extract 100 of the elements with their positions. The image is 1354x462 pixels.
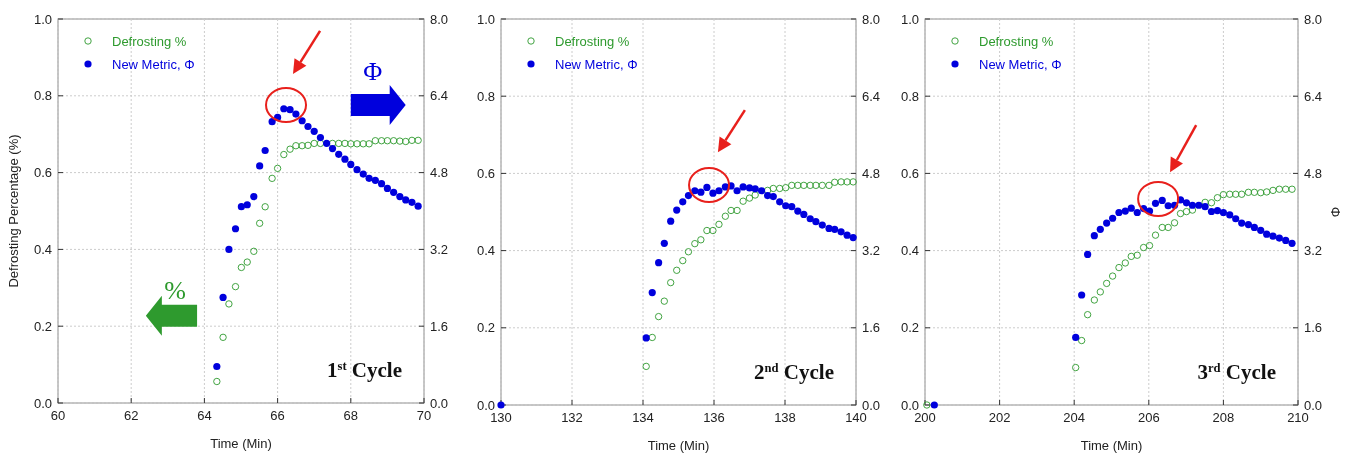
point: [292, 110, 300, 118]
point: [1244, 220, 1252, 229]
y2-tick-label: 4.8: [430, 165, 449, 181]
point: [371, 137, 379, 145]
y2-tick-label: 0.0: [430, 395, 449, 411]
annotation: 3$^{rd}$ Cycle: [1197, 360, 1276, 384]
point: [414, 202, 422, 210]
point: [679, 198, 687, 206]
point: [1108, 272, 1117, 280]
point: [739, 197, 747, 205]
point: [371, 176, 379, 184]
point: [256, 162, 264, 170]
point: [231, 225, 240, 233]
point: [769, 192, 777, 201]
point: [243, 201, 251, 209]
point: [353, 140, 361, 148]
point: [213, 377, 221, 386]
point: [261, 203, 269, 211]
x-axis-title: Time (Min): [1080, 438, 1143, 453]
point: [359, 140, 367, 148]
x-tick-label: 134: [632, 410, 654, 425]
point: [268, 174, 276, 183]
point: [788, 203, 796, 211]
y-tick-label: 0.6: [900, 165, 919, 181]
point: [219, 333, 227, 341]
y-tick-label: 0.0: [900, 397, 919, 413]
point: [1195, 201, 1203, 209]
point: [1121, 207, 1129, 215]
point: [365, 140, 373, 148]
point: [1164, 202, 1172, 210]
point: [304, 141, 312, 149]
point: [396, 193, 404, 201]
point: [243, 258, 251, 266]
y-tick-label: 0.6: [33, 165, 52, 181]
point: [1078, 291, 1086, 299]
point: [1275, 185, 1283, 193]
point: [1207, 207, 1216, 216]
point: [776, 198, 784, 206]
point: [402, 196, 410, 204]
point: [806, 181, 814, 190]
point: [1275, 234, 1283, 242]
point: [930, 401, 938, 409]
point: [1226, 190, 1234, 198]
y-tick-label: 0.2: [900, 320, 919, 336]
point: [679, 256, 687, 265]
y2-tick-label: 8.0: [430, 11, 449, 27]
point: [1072, 363, 1080, 372]
point: [328, 145, 337, 153]
point: [1263, 188, 1271, 196]
point: [1244, 188, 1253, 196]
y2-tick-label: 4.8: [1304, 165, 1323, 181]
point: [213, 362, 221, 371]
point: [1103, 279, 1111, 288]
point: [1115, 208, 1123, 217]
point: [225, 245, 233, 253]
point: [703, 183, 711, 191]
x-tick-label: 208: [1212, 410, 1235, 425]
point: [1250, 188, 1259, 196]
point: [673, 266, 681, 274]
point: [818, 221, 826, 229]
x-tick-label: 204: [1063, 410, 1086, 425]
x-tick-label: 60: [50, 408, 66, 423]
point: [849, 233, 857, 242]
y-tick-label: 0.4: [476, 243, 495, 259]
legend-label: Defrosting %: [979, 33, 1054, 49]
point: [1133, 208, 1141, 217]
point: [292, 142, 300, 150]
y-axis-title: Defrosting Percentage (%): [6, 134, 21, 288]
point: [642, 362, 650, 371]
point: [1127, 252, 1135, 261]
point: [1188, 206, 1197, 214]
point: [1219, 208, 1227, 217]
point: [715, 220, 723, 228]
point: [1158, 223, 1166, 232]
point: [837, 178, 845, 186]
x-tick-label: 64: [197, 408, 212, 423]
y2-tick-label: 8.0: [862, 11, 881, 27]
point: [745, 184, 754, 192]
y-tick-label: 0.0: [33, 395, 52, 411]
y2-tick-label: 4.8: [862, 165, 881, 181]
y-tick-label: 0.4: [900, 243, 919, 259]
point: [1127, 204, 1135, 212]
point: [316, 139, 325, 148]
point: [225, 300, 233, 308]
point: [1238, 219, 1246, 227]
point: [727, 206, 735, 215]
annotation: 1$^{st}$ Cycle: [326, 358, 402, 382]
point: [1158, 196, 1166, 205]
point: [341, 139, 349, 148]
point: [654, 312, 663, 321]
point: [1288, 185, 1296, 193]
point: [1133, 251, 1141, 259]
point: [280, 105, 288, 113]
point: [1219, 190, 1228, 199]
y2-tick-label: 3.2: [1304, 243, 1323, 259]
point: [642, 334, 650, 342]
point: [1072, 333, 1080, 342]
point: [831, 178, 839, 186]
x-axis-title: Time (Min): [210, 436, 272, 451]
point: [721, 212, 730, 220]
